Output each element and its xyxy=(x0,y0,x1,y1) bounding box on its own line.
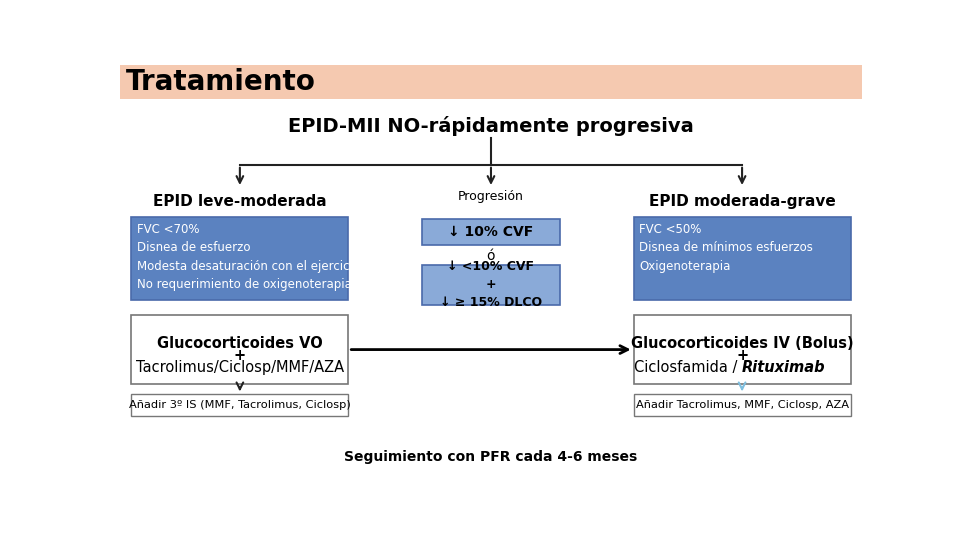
Text: Rituximab: Rituximab xyxy=(742,360,826,375)
Text: FVC <50%
Disnea de mínimos esfuerzos
Oxigenoterapia: FVC <50% Disnea de mínimos esfuerzos Oxi… xyxy=(639,223,813,273)
Text: FVC <70%
Disnea de esfuerzo
Modesta desaturación con el ejercicio
No requerimien: FVC <70% Disnea de esfuerzo Modesta desa… xyxy=(137,223,360,291)
Bar xyxy=(120,65,862,99)
Text: Ciclosfamida /: Ciclosfamida / xyxy=(634,360,742,375)
Text: EPID leve-moderada: EPID leve-moderada xyxy=(153,194,327,209)
Bar xyxy=(422,265,559,305)
Text: Añadir Tacrolimus, MMF, Ciclosp, AZA: Añadir Tacrolimus, MMF, Ciclosp, AZA xyxy=(635,400,849,410)
Text: Progresión: Progresión xyxy=(458,190,524,203)
Text: +: + xyxy=(234,348,246,363)
Text: EPID moderada-grave: EPID moderada-grave xyxy=(649,194,835,209)
Bar xyxy=(131,217,349,300)
Bar xyxy=(422,219,559,245)
Text: Tratamiento: Tratamiento xyxy=(125,68,316,96)
Text: EPID-MII NO-rápidamente progresiva: EPID-MII NO-rápidamente progresiva xyxy=(288,116,694,136)
Bar xyxy=(131,315,349,384)
Bar xyxy=(633,217,851,300)
Bar xyxy=(633,315,851,384)
Text: ↓ <10% CVF
+
↓ ≥ 15% DLCO: ↓ <10% CVF + ↓ ≥ 15% DLCO xyxy=(440,260,542,309)
Text: Seguimiento con PFR cada 4-6 meses: Seguimiento con PFR cada 4-6 meses xyxy=(344,451,638,465)
Text: Glucocorticoides VO: Glucocorticoides VO xyxy=(157,336,323,351)
Bar xyxy=(633,394,851,416)
Text: Añadir 3º IS (MMF, Tacrolimus, Ciclosp): Añadir 3º IS (MMF, Tacrolimus, Ciclosp) xyxy=(129,400,351,410)
Text: +: + xyxy=(736,348,748,363)
Text: Tacrolimus/Ciclosp/MMF/AZA: Tacrolimus/Ciclosp/MMF/AZA xyxy=(136,360,344,375)
Text: ↓ 10% CVF: ↓ 10% CVF xyxy=(448,225,534,239)
Text: Glucocorticoides IV (Bolus): Glucocorticoides IV (Bolus) xyxy=(630,336,854,351)
Text: ó: ó xyxy=(487,248,495,262)
Bar xyxy=(131,394,349,416)
